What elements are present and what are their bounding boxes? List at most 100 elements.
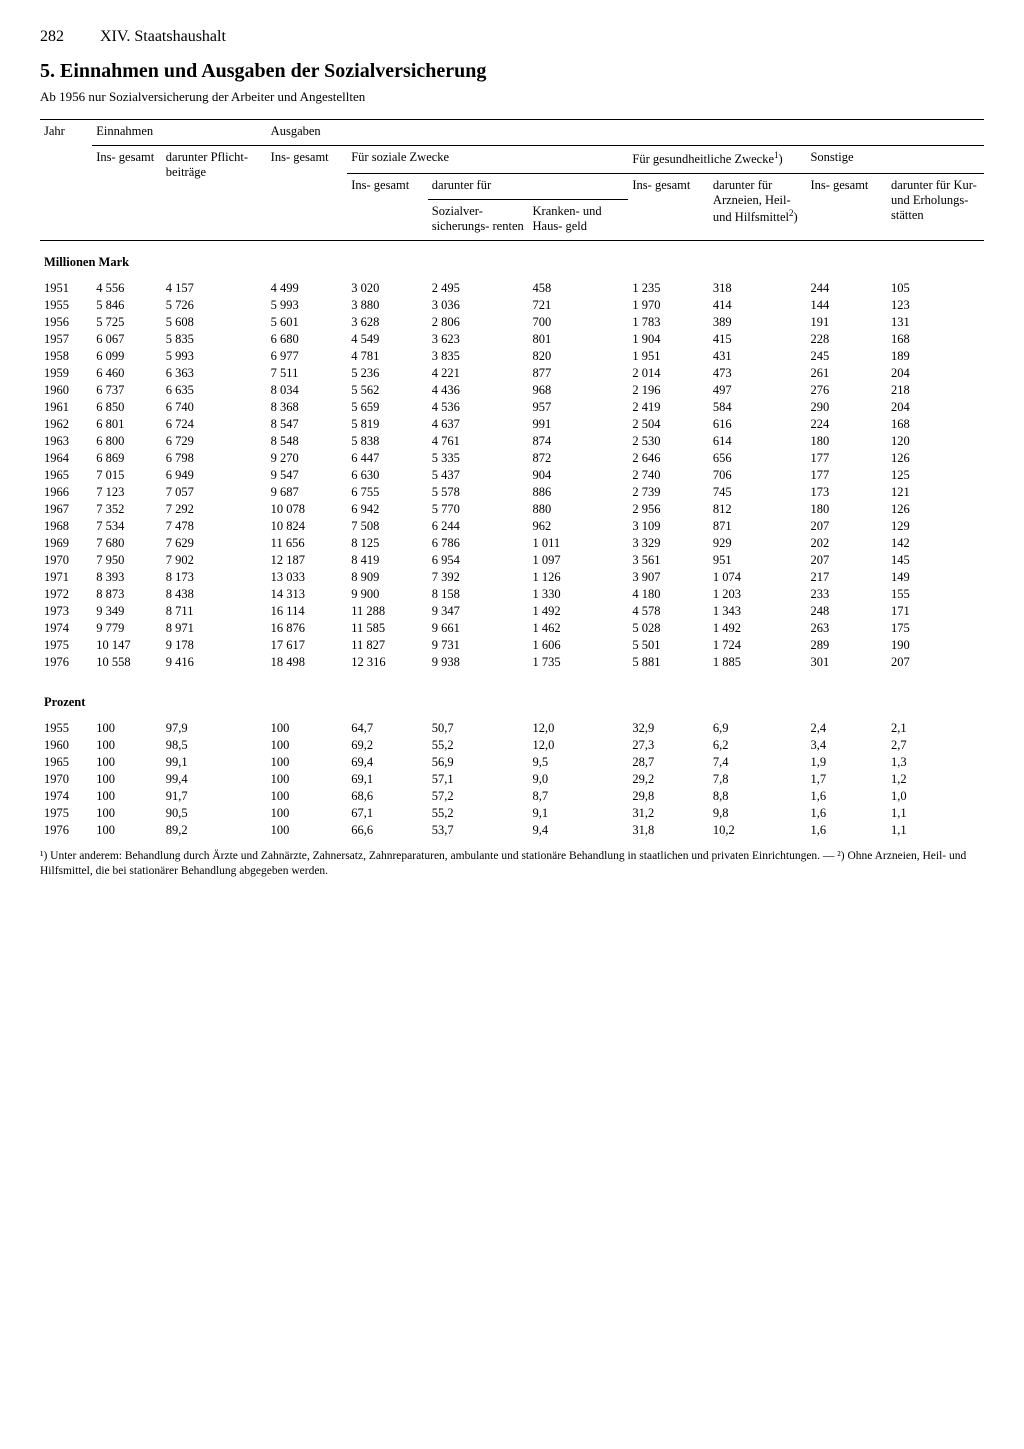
table-cell: 951 — [709, 552, 807, 569]
table-cell: 4 536 — [428, 399, 529, 416]
table-cell: 6 755 — [347, 484, 428, 501]
th-sonst-insgesamt: Ins- gesamt — [806, 174, 887, 241]
table-cell: 56,9 — [428, 754, 529, 771]
table-cell: 5 838 — [347, 433, 428, 450]
table-cell: 6 942 — [347, 501, 428, 518]
table-cell: 6 954 — [428, 552, 529, 569]
table-cell: 6 798 — [162, 450, 267, 467]
table-cell: 1 492 — [529, 603, 629, 620]
table-cell: 1974 — [40, 620, 92, 637]
table-cell: 105 — [887, 280, 984, 297]
table-cell: 1 330 — [529, 586, 629, 603]
table-cell: 7 511 — [267, 365, 348, 382]
table-cell: 90,5 — [162, 805, 267, 822]
table-cell: 5 501 — [628, 637, 709, 654]
th-gesundheit: Für gesundheitliche Zwecke1) — [628, 146, 806, 174]
page-number: 282 — [40, 28, 64, 46]
table-cell: 5 659 — [347, 399, 428, 416]
section-subtitle: Ab 1956 nur Sozialversicherung der Arbei… — [40, 89, 984, 105]
table-cell: 1 492 — [709, 620, 807, 637]
table-cell: 125 — [887, 467, 984, 484]
table-body: Millionen Mark19514 5564 1574 4993 0202 … — [40, 241, 984, 840]
table-cell: 389 — [709, 314, 807, 331]
table-cell: 233 — [806, 586, 887, 603]
table-cell: 1967 — [40, 501, 92, 518]
table-cell: 120 — [887, 433, 984, 450]
table-cell: 2 739 — [628, 484, 709, 501]
table-cell: 2 419 — [628, 399, 709, 416]
table-cell: 1 097 — [529, 552, 629, 569]
table-cell: 812 — [709, 501, 807, 518]
table-cell: 9 661 — [428, 620, 529, 637]
table-cell: 66,6 — [347, 822, 428, 839]
table-cell: 5 437 — [428, 467, 529, 484]
table-cell: 11 656 — [267, 535, 348, 552]
table-cell: 207 — [887, 654, 984, 671]
table-cell: 1956 — [40, 314, 92, 331]
table-cell: 7 478 — [162, 518, 267, 535]
table-cell: 1,6 — [806, 805, 887, 822]
table-cell: 191 — [806, 314, 887, 331]
table-cell: 5 601 — [267, 314, 348, 331]
table-cell: 12,0 — [529, 720, 629, 737]
table-cell: 1 126 — [529, 569, 629, 586]
table-cell: 100 — [267, 771, 348, 788]
table-cell: 6 949 — [162, 467, 267, 484]
table-cell: 431 — [709, 348, 807, 365]
table-cell: 9 270 — [267, 450, 348, 467]
table-cell: 180 — [806, 501, 887, 518]
table-cell: 1 343 — [709, 603, 807, 620]
table-cell: 1970 — [40, 771, 92, 788]
table-cell: 6 737 — [92, 382, 162, 399]
table-row: 19596 4606 3637 5115 2364 2218772 014473… — [40, 365, 984, 382]
table-cell: 28,7 — [628, 754, 709, 771]
table-cell: 89,2 — [162, 822, 267, 839]
table-cell: 8 368 — [267, 399, 348, 416]
table-cell: 69,4 — [347, 754, 428, 771]
table-cell: 497 — [709, 382, 807, 399]
table-cell: 7 629 — [162, 535, 267, 552]
table-row: 19728 8738 43814 3139 9008 1581 3304 180… — [40, 586, 984, 603]
table-cell: 123 — [887, 297, 984, 314]
table-cell: 6 724 — [162, 416, 267, 433]
table-cell: 7 902 — [162, 552, 267, 569]
table-cell: 55,2 — [428, 805, 529, 822]
table-cell: 1 074 — [709, 569, 807, 586]
table-cell: 1961 — [40, 399, 92, 416]
table-cell: 5 993 — [267, 297, 348, 314]
table-cell: 745 — [709, 484, 807, 501]
table-cell: 874 — [529, 433, 629, 450]
table-row: 196510099,110069,456,99,528,77,41,91,3 — [40, 754, 984, 771]
table-cell: 100 — [92, 771, 162, 788]
th-sozialver: Sozialver- sicherungs- renten — [428, 200, 529, 241]
table-cell: 177 — [806, 450, 887, 467]
table-cell: 1955 — [40, 297, 92, 314]
table-cell: 3 880 — [347, 297, 428, 314]
table-cell: 1 885 — [709, 654, 807, 671]
table-cell: 6 801 — [92, 416, 162, 433]
table-row: 19565 7255 6085 6013 6282 8067001 783389… — [40, 314, 984, 331]
th-darunter-fuer: darunter für — [428, 174, 629, 200]
table-cell: 57,1 — [428, 771, 529, 788]
table-cell: 224 — [806, 416, 887, 433]
table-cell: 584 — [709, 399, 807, 416]
table-cell: 207 — [806, 518, 887, 535]
table-cell: 261 — [806, 365, 887, 382]
table-cell: 27,3 — [628, 737, 709, 754]
table-cell: 100 — [92, 737, 162, 754]
table-cell: 1 011 — [529, 535, 629, 552]
table-cell: 458 — [529, 280, 629, 297]
table-cell: 9 687 — [267, 484, 348, 501]
table-cell: 8 909 — [347, 569, 428, 586]
table-cell: 29,8 — [628, 788, 709, 805]
table-cell: 1960 — [40, 737, 92, 754]
table-cell: 6 977 — [267, 348, 348, 365]
table-cell: 244 — [806, 280, 887, 297]
table-cell: 1970 — [40, 552, 92, 569]
table-row: 197510 1479 17817 61711 8279 7311 6065 5… — [40, 637, 984, 654]
table-cell: 616 — [709, 416, 807, 433]
section-label-row: Prozent — [40, 681, 984, 720]
table-cell: 4 578 — [628, 603, 709, 620]
table-cell: 9,0 — [529, 771, 629, 788]
th-soz-insgesamt: Ins- gesamt — [347, 174, 428, 241]
